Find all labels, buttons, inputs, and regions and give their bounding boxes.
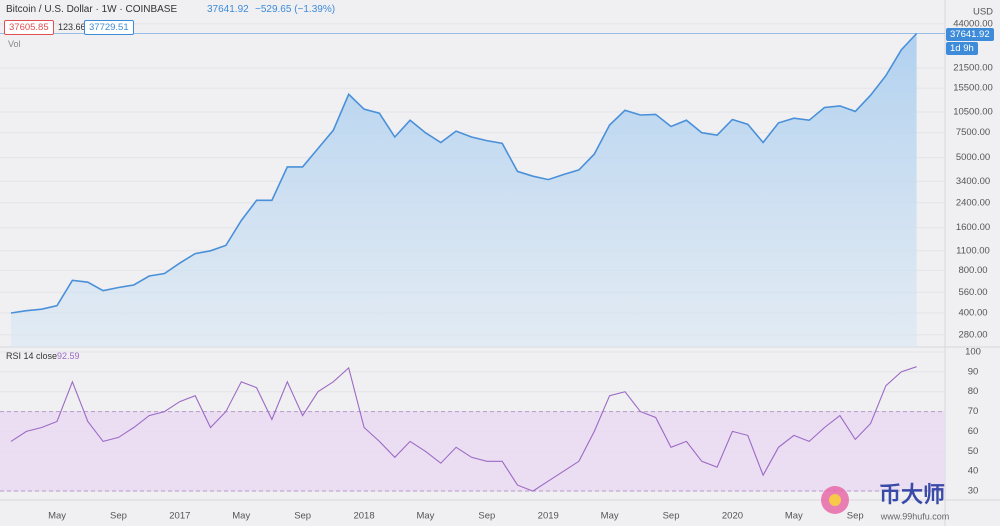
price-line [10, 32, 918, 314]
x-tick-label: 2017 [169, 511, 190, 522]
x-tick-label: Sep [847, 511, 864, 522]
y-tick-label: 70 [968, 406, 979, 417]
price-change: −529.65 (−1.39%) [255, 4, 336, 15]
y-tick-label: 90 [968, 366, 979, 377]
x-tick-label: Sep [663, 511, 680, 522]
x-tick-label: 2020 [722, 511, 743, 522]
x-tick-label: Sep [294, 511, 311, 522]
x-tick-label: 2019 [538, 511, 559, 522]
symbol: Bitcoin / U.S. Dollar · 1W · COINBASE [6, 4, 178, 15]
x-tick-label: Sep [110, 511, 127, 522]
logo [829, 494, 841, 506]
ask: 37729.51 [84, 20, 134, 35]
y-tick-label: 5000.00 [956, 152, 990, 163]
x-tick-label: May [48, 511, 66, 522]
rsi-line [10, 366, 917, 492]
y-tick-label: 100 [965, 346, 981, 357]
spread: 123.66 [58, 22, 86, 32]
last-price: 37641.92 [207, 4, 249, 15]
y-tick-label: 15500.00 [953, 83, 993, 94]
brand-url: www.99hufu.com [880, 511, 950, 521]
price-area [11, 33, 917, 347]
y-tick-label: 21500.00 [953, 62, 993, 73]
y-tick-label: 2400.00 [956, 197, 990, 208]
brand: 币大师 [879, 482, 945, 507]
y-tick-label: 7500.00 [956, 127, 990, 138]
countdown: 1d 9h [946, 42, 978, 55]
bid: 37605.85 [4, 20, 54, 35]
y-tick-label: 3400.00 [956, 176, 990, 187]
x-tick-label: May [785, 511, 803, 522]
rsi-title: RSI 14 close [6, 351, 58, 361]
rsi-band [0, 411, 945, 492]
y-tick-label: 40 [968, 466, 979, 477]
y-tick-label: 400.00 [958, 307, 987, 318]
y-tick-label: 1100.00 [956, 245, 990, 256]
watermark: 币大师 www.99hufu.com [821, 482, 950, 521]
x-tick-label: Sep [478, 511, 495, 522]
y-tick-label: 800.00 [958, 265, 987, 276]
y-tick-label: 60 [968, 426, 979, 437]
y-tick-label: 50 [968, 446, 979, 457]
volume-label: Vol [8, 39, 21, 49]
last-price-tag: 37641.92 [946, 28, 994, 41]
y-tick-label: 30 [968, 486, 979, 497]
y-tick-label: 560.00 [958, 287, 987, 298]
y-tick-label: 1600.00 [956, 222, 990, 233]
x-tick-label: 2018 [353, 511, 374, 522]
x-tick-label: May [601, 511, 619, 522]
rsi-value: 92.59 [57, 351, 80, 361]
y-tick-label: 280.00 [958, 329, 987, 340]
currency: USD [973, 7, 993, 18]
x-tick-label: May [232, 511, 250, 522]
y-tick-label: 10500.00 [953, 107, 993, 118]
x-tick-label: May [416, 511, 434, 522]
y-tick-label: 44000.00 [953, 18, 993, 29]
y-tick-label: 80 [968, 386, 979, 397]
